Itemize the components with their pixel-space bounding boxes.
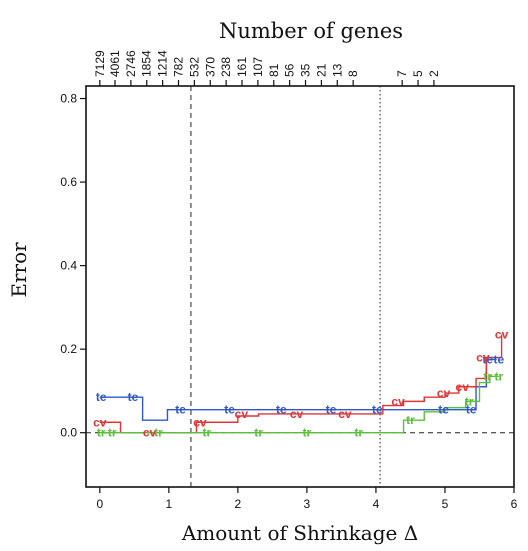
x-axis-label: Amount of Shrinkage Δ — [181, 521, 418, 545]
top-axis-tick-label: 782 — [172, 57, 186, 77]
marker-tr: tr — [202, 426, 211, 440]
y-tick-label: 0.6 — [60, 175, 77, 189]
top-axis-tick-label: 161 — [235, 57, 249, 77]
marker-tr: tr — [154, 426, 163, 440]
marker-te: te — [372, 403, 383, 417]
top-axis-tick-label: 532 — [187, 57, 201, 77]
x-tick-label: 6 — [511, 497, 518, 511]
marker-te: te — [128, 390, 139, 404]
top-axis-tick-label: 1854 — [140, 50, 154, 77]
top-axis-tick-label: 35 — [299, 63, 313, 77]
x-tick-label: 3 — [304, 497, 311, 511]
marker-te: te — [276, 403, 287, 417]
y-tick-label: 0.4 — [60, 259, 77, 273]
marker-cv: cv — [456, 380, 470, 394]
series-line-tr — [99, 375, 499, 434]
marker-tr: tr — [254, 426, 263, 440]
series-line-te — [99, 358, 497, 421]
marker-cv: cv — [235, 407, 249, 421]
marker-cv: cv — [143, 426, 157, 440]
marker-cv: cv — [437, 386, 451, 400]
top-axis-tick-label: 7 — [395, 70, 409, 77]
x-tick-label: 4 — [373, 497, 380, 511]
x-tick-label: 2 — [235, 497, 242, 511]
chart-title: Number of genes — [219, 19, 403, 43]
y-tick-label: 0.2 — [60, 342, 77, 356]
marker-te: te — [466, 403, 477, 417]
marker-te: te — [493, 353, 504, 367]
marker-cv: cv — [93, 415, 107, 429]
marker-te: te — [326, 403, 337, 417]
marker-te: te — [175, 403, 186, 417]
y-axis-label: Error — [7, 242, 31, 298]
top-axis-tick-label: 107 — [251, 57, 265, 77]
marker-cv: cv — [495, 328, 509, 342]
top-axis-tick-label: 2 — [427, 70, 441, 77]
top-axis-tick-label: 56 — [283, 63, 297, 77]
x-tick-label: 0 — [96, 497, 103, 511]
marker-te: te — [96, 390, 107, 404]
marker-cv: cv — [391, 394, 405, 408]
top-axis-tick-label: 7129 — [93, 50, 107, 77]
marker-tr: tr — [303, 426, 312, 440]
top-axis-tick-label: 2746 — [124, 50, 138, 77]
x-tick-label: 1 — [165, 497, 172, 511]
top-axis-tick-label: 81 — [267, 63, 281, 77]
marker-te: te — [482, 353, 493, 367]
marker-te: te — [224, 403, 235, 417]
marker-te: te — [438, 403, 449, 417]
top-axis-tick-label: 238 — [219, 57, 233, 77]
y-tick-label: 0.0 — [60, 426, 77, 440]
marker-tr: tr — [483, 369, 492, 383]
marker-tr: tr — [97, 426, 106, 440]
marker-tr: tr — [494, 369, 503, 383]
top-axis-tick-label: 1214 — [156, 50, 170, 77]
top-axis-tick-label: 370 — [203, 57, 217, 77]
top-axis-tick-label: 13 — [330, 63, 344, 77]
marker-cv: cv — [290, 407, 304, 421]
x-tick-label: 5 — [442, 497, 449, 511]
marker-tr: tr — [406, 413, 415, 427]
top-axis-tick-label: 5 — [411, 70, 425, 77]
top-axis-tick-label: 4061 — [108, 50, 122, 77]
marker-tr: tr — [465, 394, 474, 408]
marker-tr: tr — [354, 426, 363, 440]
plot-frame — [85, 85, 515, 488]
marker-cv: cv — [476, 351, 490, 365]
top-axis-tick-label: 8 — [346, 70, 360, 77]
y-tick-label: 0.8 — [60, 92, 77, 106]
marker-cv: cv — [193, 415, 207, 429]
top-axis-tick-label: 21 — [314, 63, 328, 77]
marker-cv: cv — [338, 407, 352, 421]
marker-tr: tr — [108, 426, 117, 440]
